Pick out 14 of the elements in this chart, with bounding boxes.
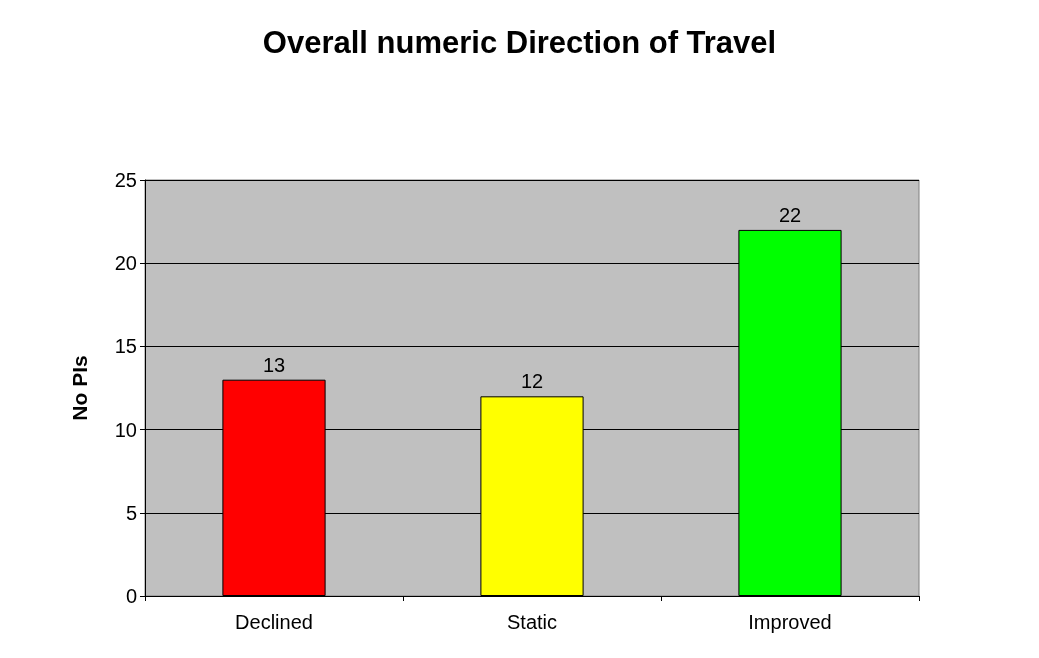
x-tick-label: Declined	[235, 611, 313, 633]
data-label: 22	[778, 203, 802, 226]
data-label: 13	[262, 353, 286, 376]
y-tick-label: 20	[114, 252, 137, 275]
x-tick-label: Improved	[748, 611, 832, 633]
y-tick-label: 10	[114, 418, 137, 441]
y-tick-label: 5	[125, 501, 137, 524]
y-axis-title: No PIs	[68, 355, 91, 421]
x-tick-label: Static	[506, 611, 558, 633]
y-tick-label: 0	[125, 585, 137, 607]
chart-title: Overall numeric Direction of Travel	[262, 25, 777, 60]
data-label: 12	[520, 370, 544, 393]
y-tick-label: 25	[114, 169, 137, 191]
y-tick-label: 15	[114, 335, 137, 358]
